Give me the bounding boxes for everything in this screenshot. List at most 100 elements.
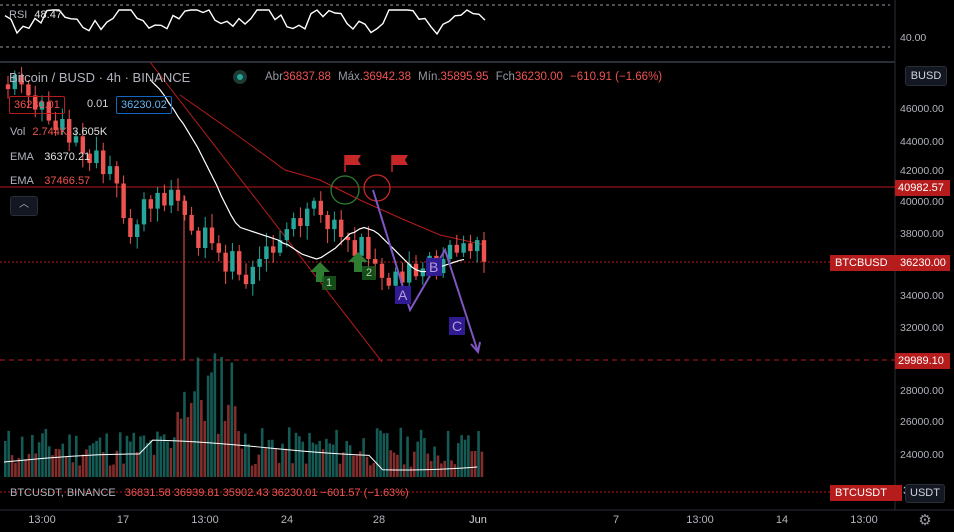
- volume-bar: [440, 463, 443, 477]
- volume-bar: [453, 464, 457, 477]
- volume-bar: [156, 431, 159, 477]
- candle-body: [196, 230, 201, 248]
- volume-bar: [206, 375, 210, 477]
- volume-bar: [274, 448, 278, 477]
- ema-slow-line: [179, 94, 486, 246]
- volume-bar: [325, 438, 328, 477]
- volume-bar: [331, 444, 335, 477]
- time-tick: 28: [372, 514, 386, 526]
- volume-bar: [277, 462, 281, 477]
- flag-icon: [391, 155, 408, 172]
- currency-button-busd[interactable]: BUSD: [905, 66, 947, 86]
- candle-body: [155, 192, 160, 209]
- volume-bar: [416, 441, 419, 477]
- volume-bar: [159, 436, 163, 477]
- candle-body: [454, 244, 459, 253]
- candle-body: [243, 274, 249, 285]
- candles: [5, 66, 487, 296]
- candle-body: [407, 263, 412, 283]
- currency-button-usdt[interactable]: USDT: [905, 484, 945, 503]
- volume-bar: [115, 450, 119, 477]
- rsi-label: RSI: [9, 9, 28, 21]
- candle-body: [94, 150, 99, 164]
- volume-bar: [257, 454, 261, 477]
- candle-body: [277, 240, 283, 253]
- volume-bar: [287, 427, 291, 477]
- volume-bar: [338, 463, 342, 477]
- volume-bar: [399, 427, 403, 477]
- candle-body: [359, 236, 364, 256]
- sell-price-button[interactable]: 36230.01: [9, 96, 65, 114]
- rsi-legend: RSI 48.47: [9, 9, 62, 21]
- volume-bar: [304, 463, 308, 477]
- time-tick: 13:00: [686, 514, 714, 526]
- volume-bar: [358, 451, 362, 477]
- candle-body: [87, 153, 92, 164]
- volume-bar: [284, 448, 288, 477]
- volume-bar: [176, 411, 179, 477]
- candle-body: [305, 208, 310, 226]
- time-tick: 14: [775, 514, 789, 526]
- volume-bar: [436, 455, 440, 477]
- candle-body: [352, 240, 357, 256]
- usdt-price-tag: BTCUSDT: [830, 485, 902, 501]
- candle-body: [257, 258, 262, 267]
- volume-bar: [352, 455, 355, 477]
- candle-body: [271, 246, 276, 253]
- volume-bar: [125, 435, 129, 477]
- volume-bar: [132, 432, 136, 477]
- volume-bar: [71, 462, 75, 477]
- collapse-legend-button[interactable]: ︿: [10, 196, 38, 216]
- volume-bar: [162, 434, 166, 477]
- candle-body: [80, 136, 85, 154]
- volume-bar: [446, 430, 450, 477]
- settings-gear-icon[interactable]: ⚙: [918, 512, 932, 529]
- volume-bar: [301, 441, 305, 477]
- volume-bar: [247, 443, 250, 477]
- candle-body: [135, 224, 140, 237]
- volume-bar: [396, 454, 399, 477]
- candle-body: [481, 240, 487, 262]
- volume-bar: [419, 429, 423, 477]
- price-tick: 38000.00: [900, 228, 944, 240]
- volume-bar: [4, 441, 7, 477]
- candle-body: [162, 192, 167, 206]
- candle-body: [5, 84, 11, 90]
- buy-price-button[interactable]: 36230.02: [116, 96, 172, 114]
- volume-bar: [37, 442, 41, 477]
- volume-bar: [17, 457, 21, 477]
- volume-bar: [88, 445, 92, 477]
- candle-body: [264, 246, 269, 259]
- volume-bar: [342, 452, 345, 477]
- symbol-title[interactable]: Bitcoin / BUSD · 4h · BINANCE: [9, 70, 191, 85]
- volume-bar: [291, 463, 294, 477]
- volume-bar: [58, 449, 61, 477]
- spread-value: 0.01: [87, 98, 109, 110]
- volume-ma-line: [3, 439, 478, 471]
- arrow1-label: 1: [326, 277, 333, 289]
- volume-bar: [223, 420, 227, 477]
- volume-bar: [47, 446, 51, 477]
- volume-bar: [267, 439, 271, 477]
- candle-body: [33, 95, 38, 110]
- candle-body: [101, 150, 106, 175]
- volume-bar: [375, 428, 379, 477]
- volume-bar: [216, 433, 220, 477]
- candle-body: [114, 166, 119, 184]
- candle-body: [216, 243, 221, 253]
- candle-body: [447, 244, 453, 259]
- volume-bar: [281, 443, 284, 477]
- volume-bar: [467, 435, 470, 477]
- candle-body: [53, 120, 58, 131]
- price-tick: 26000.00: [900, 416, 944, 428]
- ema-fast-legend: EMA 36370.21: [10, 151, 91, 163]
- candle-body: [291, 218, 296, 230]
- volume-bar: [369, 465, 372, 477]
- candle-body: [175, 189, 181, 201]
- candle-body: [345, 236, 351, 241]
- volume-bar: [108, 465, 112, 477]
- candle-body: [46, 101, 51, 121]
- candle-body: [339, 219, 344, 237]
- volume-legend: Vol 2.744K 3.605K: [10, 126, 108, 138]
